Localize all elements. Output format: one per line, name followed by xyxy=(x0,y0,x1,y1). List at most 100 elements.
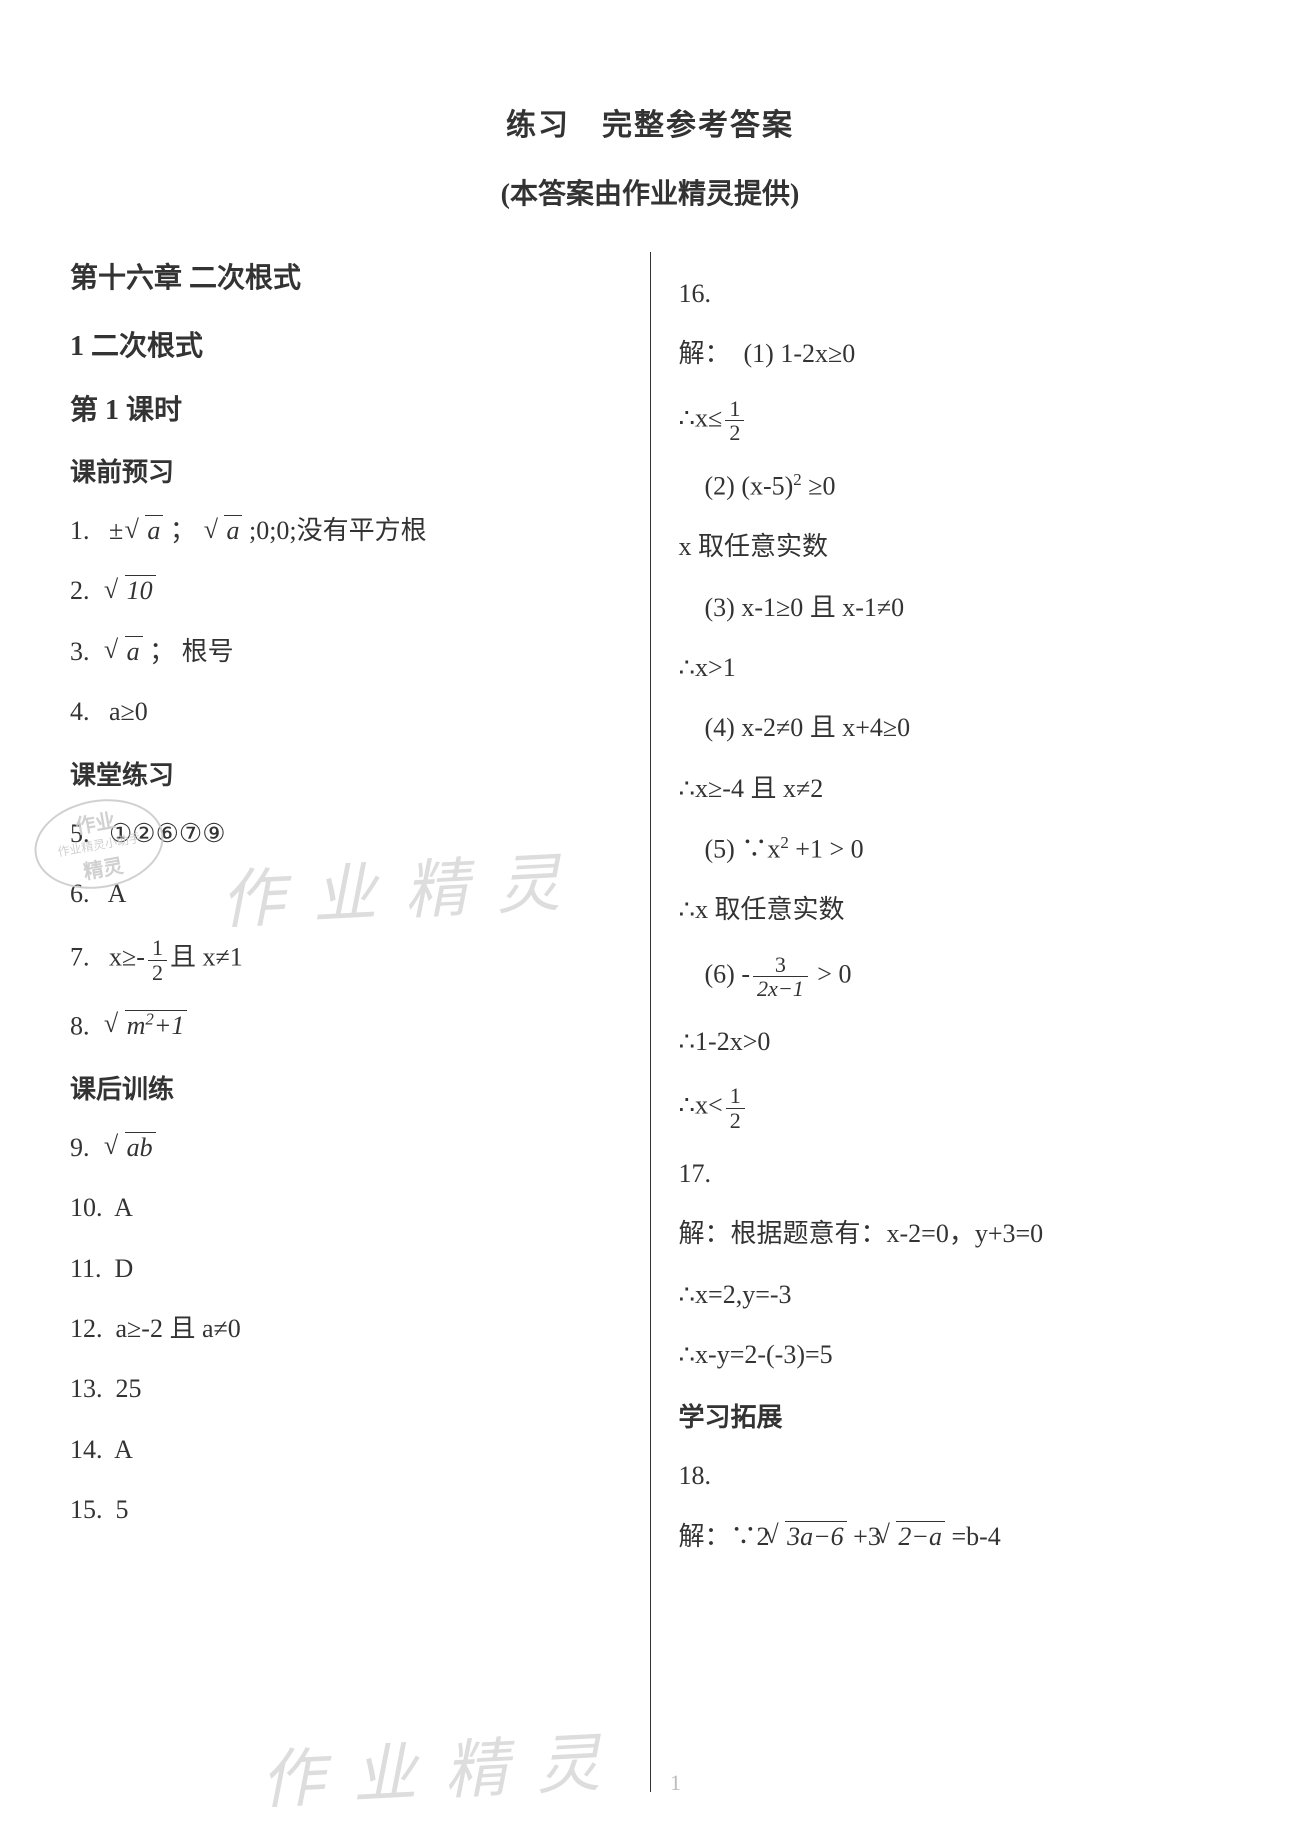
post-text: > 0 xyxy=(811,959,852,988)
answer-8: 8. m2+1 xyxy=(70,1008,622,1045)
pre-text: x≥- xyxy=(109,943,145,972)
item-number: 5. xyxy=(70,819,90,848)
answer-text: ①②⑥⑦⑨ xyxy=(109,819,226,848)
step-16-6: ∴x>1 xyxy=(679,650,1231,686)
sqrt-a: a xyxy=(130,513,164,549)
item-number: 2. xyxy=(70,576,90,605)
item-number: 3. xyxy=(70,637,90,666)
radicand: 3a−6 xyxy=(785,1521,847,1551)
denominator: 2 xyxy=(726,1108,745,1132)
sqrt-1: 3a−6 xyxy=(770,1519,847,1555)
step-16-12: ∴1-2x>0 xyxy=(679,1024,1231,1060)
fraction: 32x−1 xyxy=(753,953,808,1000)
answer-text: a≥0 xyxy=(109,697,148,726)
var: m xyxy=(127,1011,146,1040)
sqrt-a: a xyxy=(109,634,143,670)
denominator: 2 xyxy=(148,960,167,984)
step-16-10: ∴x 取任意实数 xyxy=(679,892,1231,928)
after-heading: 课后训练 xyxy=(70,1069,622,1106)
post-text: ≥0 xyxy=(802,472,836,501)
radicand: ab xyxy=(125,1132,156,1162)
sqrt-expr: m2+1 xyxy=(109,1008,187,1045)
answer-text: A xyxy=(108,879,127,908)
sqrt-a2: a xyxy=(209,513,243,549)
fraction: 12 xyxy=(726,1084,745,1131)
pm-sign: ± xyxy=(109,516,123,545)
fraction: 12 xyxy=(725,397,744,444)
answer-9: 9. ab xyxy=(70,1130,622,1166)
answer-13: 13. 25 xyxy=(70,1371,622,1407)
answer-11: 11. D xyxy=(70,1251,622,1287)
step-16-5: (3) x-1≥0 且 x-1≠0 xyxy=(679,590,1231,626)
step-16-2: ∴x≤12 xyxy=(679,397,1231,444)
sep: ； xyxy=(149,637,175,666)
item-number: 4. xyxy=(70,697,90,726)
item-number: 7. xyxy=(70,943,90,972)
sqrt-ab: ab xyxy=(109,1130,156,1166)
item-number: 13. xyxy=(70,1374,103,1403)
answer-text: 5 xyxy=(116,1495,129,1524)
item-number: 14. xyxy=(70,1435,103,1464)
page: 练习 完整参考答案 (本答案由作业精灵提供) 第十六章 二次根式 1 二次根式 … xyxy=(0,0,1300,1838)
exponent: 2 xyxy=(780,833,788,852)
lesson-heading: 第 1 课时 xyxy=(70,388,622,428)
answer-12: 12. a≥-2 且 a≠0 xyxy=(70,1311,622,1347)
answer-text: a≥-2 且 a≠0 xyxy=(116,1314,241,1343)
numerator: 3 xyxy=(753,953,808,976)
step-17-1: 解：根据题意有：x-2=0，y+3=0 xyxy=(679,1216,1231,1252)
item-number: 1. xyxy=(70,516,90,545)
radicand: m2+1 xyxy=(125,1010,188,1040)
exponent: 2 xyxy=(793,470,801,489)
answer-2: 2. 10 xyxy=(70,573,622,609)
tail-text: ;0;0;没有平方根 xyxy=(249,516,427,545)
answer-17: 17. xyxy=(679,1156,1231,1192)
radicand: a xyxy=(125,636,143,666)
chapter-heading: 第十六章 二次根式 xyxy=(70,256,622,296)
answer-1: 1. ± a ； a ;0;0;没有平方根 xyxy=(70,513,622,549)
extension-heading: 学习拓展 xyxy=(679,1397,1231,1434)
item-number: 9. xyxy=(70,1133,90,1162)
sqrt-10: 10 xyxy=(109,573,156,609)
page-number: 1 xyxy=(670,1770,681,1796)
answer-10: 10. A xyxy=(70,1190,622,1226)
answer-text: 25 xyxy=(116,1374,142,1403)
pre-text: ∴x≤ xyxy=(679,403,723,432)
answer-text: A xyxy=(114,1435,133,1464)
preview-heading: 课前预习 xyxy=(70,452,622,489)
step-16-9: (5) ∵x2 +1 > 0 xyxy=(679,831,1231,868)
answer-15: 15. 5 xyxy=(70,1492,622,1528)
numerator: 1 xyxy=(725,397,744,420)
answer-text: A xyxy=(114,1193,133,1222)
section-heading: 1 二次根式 xyxy=(70,324,622,364)
numerator: 1 xyxy=(726,1084,745,1107)
answer-6: 6. A xyxy=(70,876,622,912)
pre-text: ∴x< xyxy=(679,1091,723,1120)
title-block: 练习 完整参考答案 (本答案由作业精灵提供) xyxy=(70,100,1230,212)
step-16-11: (6) -32x−1 > 0 xyxy=(679,953,1231,1000)
main-title: 练习 完整参考答案 xyxy=(70,100,1230,144)
answer-16: 16. xyxy=(679,276,1231,312)
post-text: 且 x≠1 xyxy=(170,943,243,972)
pre-text: 解：∵2 xyxy=(679,1522,770,1551)
step-16-4: x 取任意实数 xyxy=(679,529,1231,565)
item-number: 12. xyxy=(70,1314,103,1343)
radicand: 2−a xyxy=(896,1521,945,1551)
item-number: 11. xyxy=(70,1254,102,1283)
item-number: 6. xyxy=(70,879,90,908)
answer-3: 3. a ； 根号 xyxy=(70,634,622,670)
item-number: 15. xyxy=(70,1495,103,1524)
denominator: 2 xyxy=(725,420,744,444)
pre-text: (5) ∵x xyxy=(679,835,781,864)
step-17-2: ∴x=2,y=-3 xyxy=(679,1277,1231,1313)
answer-4: 4. a≥0 xyxy=(70,694,622,730)
radicand: a xyxy=(224,515,242,545)
step-16-1: 解： (1) 1-2x≥0 xyxy=(679,336,1231,372)
step-16-3: (2) (x-5)2 ≥0 xyxy=(679,468,1231,505)
radicand: a xyxy=(145,515,163,545)
tail-text: 根号 xyxy=(182,637,234,666)
numerator: 1 xyxy=(148,936,167,959)
class-heading: 课堂练习 xyxy=(70,755,622,792)
radicand: 10 xyxy=(125,575,156,605)
answer-18: 18. xyxy=(679,1458,1231,1494)
tail: +1 xyxy=(154,1011,185,1040)
